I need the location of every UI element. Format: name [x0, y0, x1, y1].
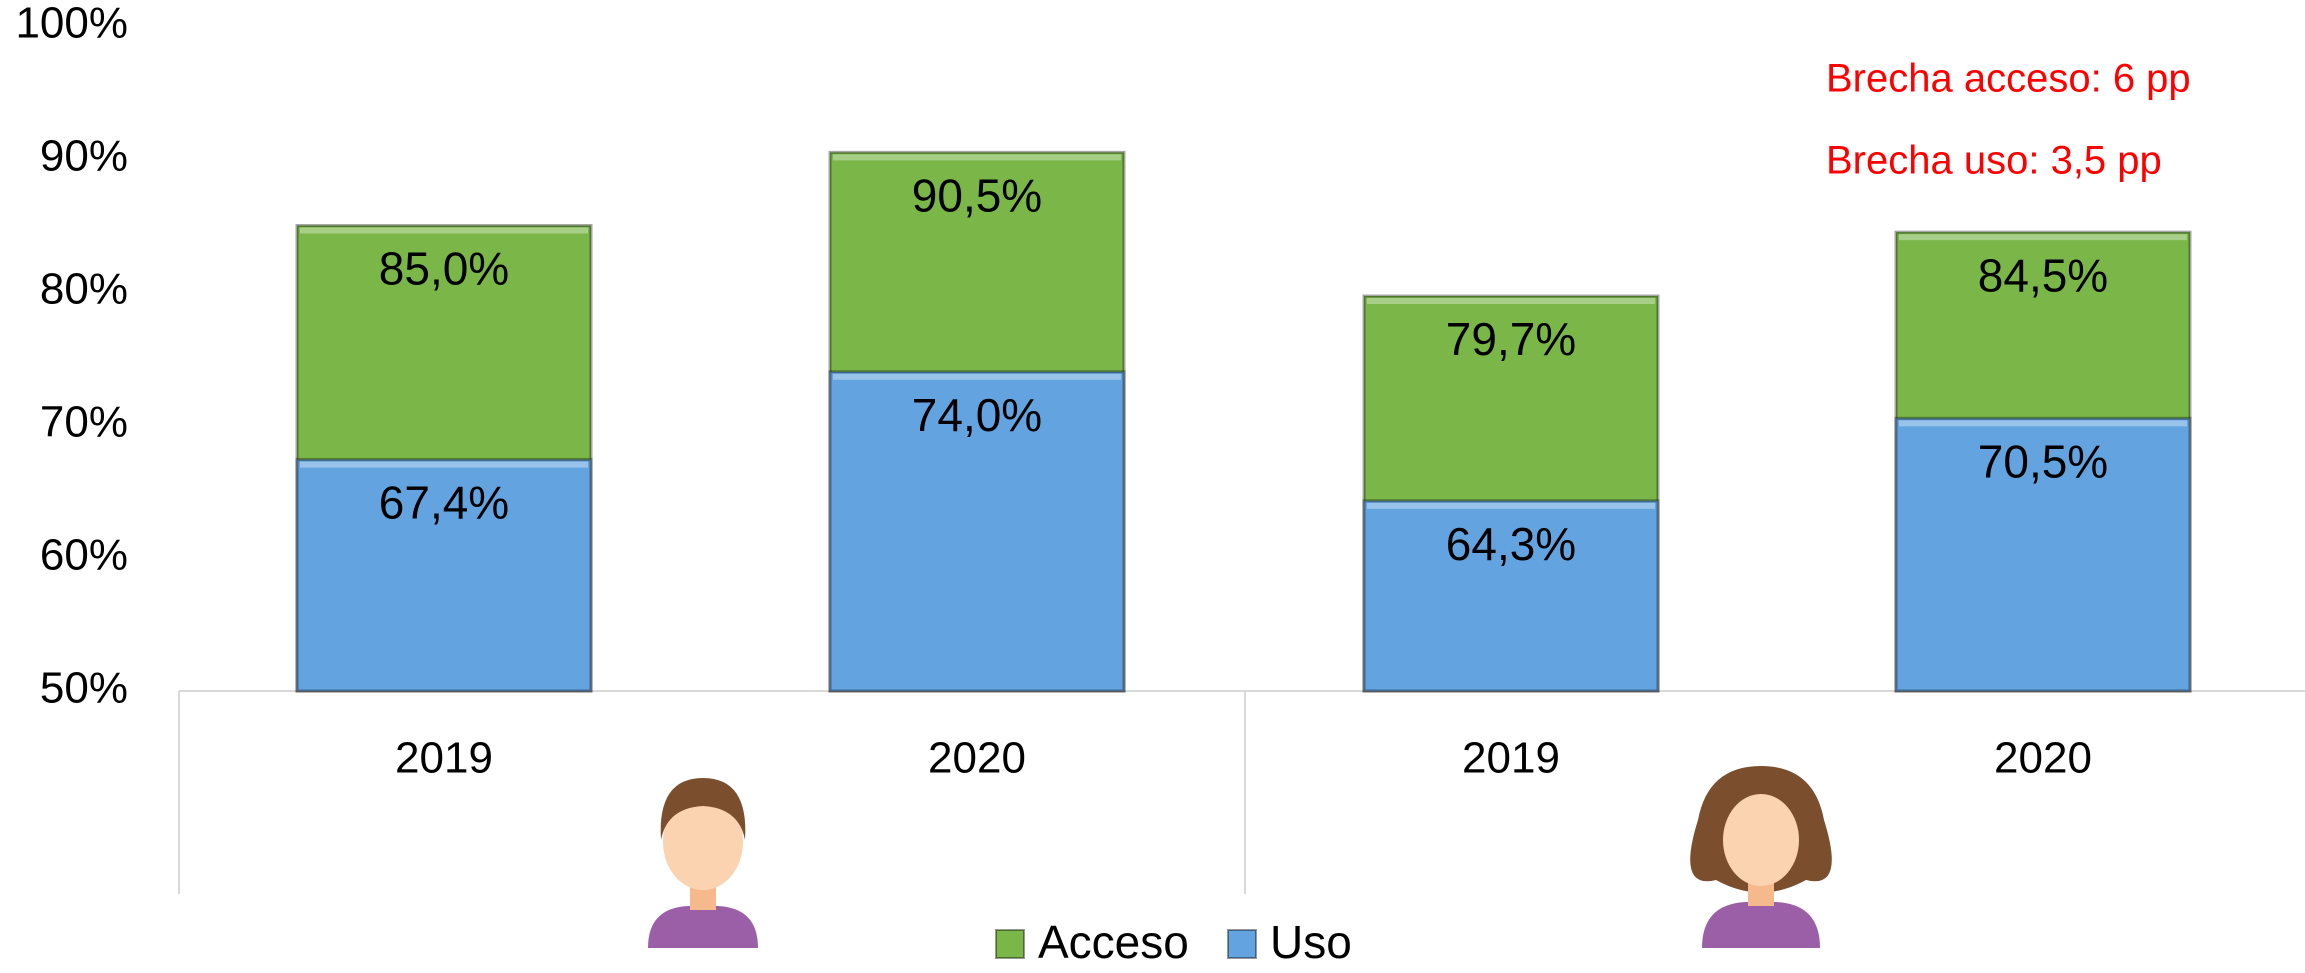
value-label: 64,3%	[1446, 518, 1576, 570]
legend-marker	[1227, 929, 1257, 959]
value-label: 90,5%	[912, 170, 1042, 222]
x-tick-label: 2019	[395, 734, 493, 783]
bar-highlight	[1367, 502, 1655, 509]
value-label: 74,0%	[912, 389, 1042, 441]
y-tick-label: 90%	[40, 132, 128, 181]
y-tick-label: 100%	[15, 0, 128, 48]
x-tick-label: 2019	[1462, 734, 1560, 783]
value-label: 70,5%	[1978, 436, 2108, 488]
bar-highlight	[1367, 297, 1655, 304]
bar-highlight	[1899, 420, 2187, 427]
bar-highlight	[300, 227, 588, 234]
y-tick-label: 70%	[40, 398, 128, 447]
bar	[295, 458, 593, 693]
annotation: Brecha uso: 3,5 pp	[1826, 139, 2162, 183]
annotation: Brecha acceso: 6 pp	[1826, 57, 2191, 101]
legend-marker	[995, 929, 1025, 959]
legend-label: Uso	[1270, 916, 1352, 968]
value-label: 84,5%	[1978, 249, 2108, 301]
bar	[828, 370, 1126, 693]
male-icon	[648, 778, 758, 948]
bar-highlight	[1899, 234, 2187, 241]
bar-highlight	[300, 461, 588, 468]
bar-highlight	[833, 373, 1121, 380]
value-label: 85,0%	[379, 243, 509, 295]
female-icon	[1690, 766, 1832, 948]
value-label: 79,7%	[1446, 313, 1576, 365]
y-tick-label: 80%	[40, 265, 128, 314]
bar	[1362, 499, 1660, 693]
value-label: 67,4%	[379, 477, 509, 529]
bar-highlight	[833, 154, 1121, 161]
legend-label: Acceso	[1038, 916, 1189, 968]
y-tick-label: 60%	[40, 531, 128, 580]
x-tick-label: 2020	[928, 734, 1026, 783]
bar	[1894, 416, 2192, 693]
y-tick-label: 50%	[40, 664, 128, 713]
x-tick-label: 2020	[1994, 734, 2092, 783]
